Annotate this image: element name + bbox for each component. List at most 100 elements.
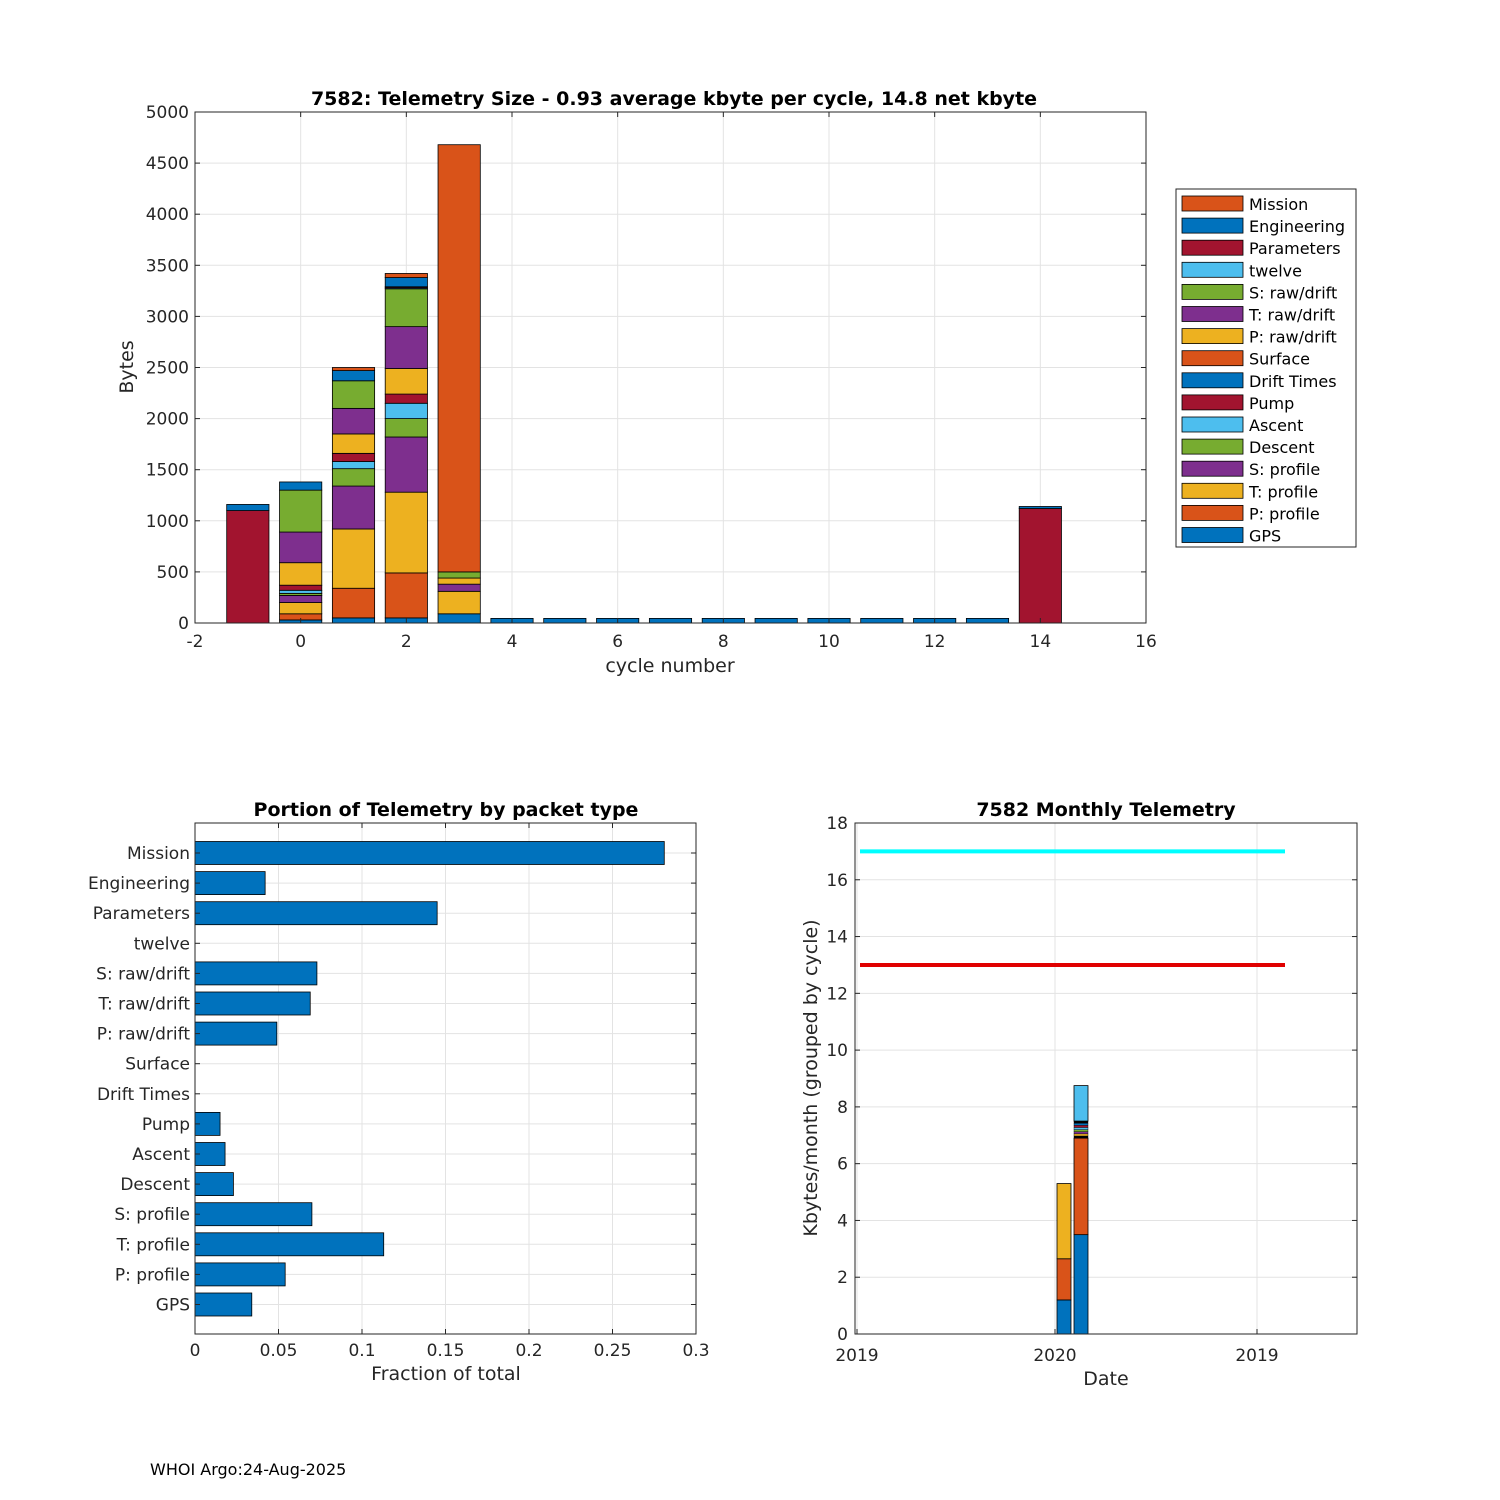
- legend-swatch: [1181, 195, 1244, 212]
- bar-segment: [331, 587, 376, 619]
- bar: [194, 871, 266, 895]
- y-tick-label: 14: [826, 928, 848, 948]
- legend-label: S: raw/drift: [1249, 283, 1337, 302]
- x-tick-label: 0: [295, 632, 306, 652]
- bar-segment: [384, 326, 428, 369]
- x-tick-label: 0: [190, 1341, 201, 1361]
- x-axis-label: cycle number: [605, 655, 734, 677]
- bar-segment: [437, 590, 481, 615]
- category-label: Pump: [142, 1115, 190, 1135]
- y-tick-label: 4000: [146, 205, 189, 225]
- x-tick-label: 0.1: [348, 1341, 375, 1361]
- y-tick-label: 3500: [146, 256, 189, 276]
- bar: [194, 1202, 313, 1227]
- category-label: P: raw/drift: [97, 1025, 191, 1045]
- bar-segment: [279, 602, 323, 615]
- x-tick-label: 2019: [835, 1346, 878, 1366]
- legend-swatch: [1181, 482, 1244, 499]
- bar: [194, 1262, 286, 1287]
- bar-segment: [331, 617, 376, 624]
- bar-segment: [1018, 506, 1062, 509]
- legend-swatch: [1181, 217, 1244, 234]
- chart-title: Portion of Telemetry by packet type: [254, 799, 639, 821]
- y-tick-label: 3000: [146, 307, 189, 327]
- telemetry-size-chart: -2 0 2 4 6 8 10 12 14 160500100015002000250030003…: [116, 88, 1357, 677]
- bar-segment: [384, 393, 428, 404]
- legend-swatch: [1181, 239, 1244, 256]
- y-tick-label: 6: [837, 1155, 848, 1175]
- bar-segment: [331, 407, 376, 435]
- bar-segment: [384, 572, 428, 619]
- bar-segment: [331, 452, 376, 462]
- x-tick-label: 0.2: [515, 1341, 542, 1361]
- bar: [194, 1021, 278, 1046]
- category-label: twelve: [134, 934, 190, 954]
- bar-segment: [1073, 1123, 1089, 1126]
- x-tick-label: 0.05: [260, 1341, 298, 1361]
- bar: [194, 1292, 253, 1317]
- category-label: Parameters: [93, 904, 190, 924]
- legend-label: T: raw/drift: [1248, 306, 1335, 325]
- category-label: S: profile: [114, 1205, 190, 1225]
- bar-segment: [1073, 1125, 1089, 1128]
- bar-segment: [1073, 1129, 1089, 1132]
- bar: [194, 961, 318, 986]
- y-tick-label: 500: [157, 563, 189, 583]
- bar: [194, 991, 311, 1016]
- legend-label: twelve: [1249, 261, 1302, 280]
- bar-segment: [226, 510, 270, 624]
- bar-segment: [331, 433, 376, 454]
- x-tick-label: 2020: [1033, 1346, 1076, 1366]
- chart-title: 7582: Telemetry Size - 0.93 average kbyt…: [311, 88, 1037, 110]
- bar-segment: [279, 489, 323, 533]
- bar-segment: [437, 577, 481, 585]
- x-tick-label: 4: [507, 632, 518, 652]
- category-label: Surface: [125, 1055, 190, 1075]
- bar-segment: [226, 504, 270, 511]
- footer-stamp: WHOI Argo:24-Aug-2025: [150, 1460, 347, 1479]
- legend-label: GPS: [1249, 527, 1281, 546]
- bar-segment: [279, 531, 323, 564]
- legend-swatch: [1181, 306, 1244, 322]
- axes-box: [854, 822, 1358, 1335]
- legend-swatch: [1181, 261, 1244, 278]
- bar: [194, 901, 438, 926]
- bar-segment: [437, 571, 481, 579]
- bar-segment: [1056, 1183, 1072, 1260]
- legend-swatch: [1181, 394, 1244, 411]
- legend-swatch: [1181, 372, 1244, 389]
- y-tick-label: 5000: [146, 103, 189, 123]
- bar: [194, 1232, 385, 1257]
- y-tick-label: 2: [837, 1268, 848, 1288]
- legend-swatch: [1181, 416, 1244, 433]
- bar-segment: [331, 468, 376, 487]
- bar-segment: [331, 485, 376, 530]
- category-label: S: raw/drift: [96, 964, 190, 984]
- bar-segment: [965, 618, 1010, 624]
- legend-label: P: raw/drift: [1249, 328, 1337, 347]
- legend-label: Drift Times: [1249, 372, 1337, 391]
- category-label: P: profile: [115, 1265, 190, 1285]
- x-tick-label: -2: [187, 632, 204, 652]
- legend-swatch: [1181, 283, 1244, 300]
- legend-label: Surface: [1249, 350, 1310, 369]
- bar-segment: [279, 595, 323, 603]
- y-axis-label: Kbytes/month (grouped by cycle): [800, 919, 822, 1236]
- y-tick-label: 4500: [146, 154, 189, 174]
- x-tick-label: 8: [718, 632, 729, 652]
- legend-label: S: profile: [1249, 460, 1320, 479]
- legend-swatch: [1181, 350, 1244, 367]
- bar-segment: [331, 367, 376, 371]
- bar-segment: [754, 618, 798, 624]
- legend-swatch: [1181, 328, 1244, 345]
- legend-label: Descent: [1249, 438, 1315, 457]
- x-axis-label: Fraction of total: [371, 1363, 521, 1385]
- y-axis-label: Bytes: [116, 340, 138, 393]
- bar-segment: [543, 618, 587, 624]
- bar-segment: [384, 368, 428, 395]
- bar: [194, 841, 665, 865]
- bar-segment: [384, 402, 428, 419]
- bar-segment: [648, 618, 693, 624]
- bar-segment: [437, 613, 481, 624]
- legend-label: P: profile: [1249, 504, 1320, 523]
